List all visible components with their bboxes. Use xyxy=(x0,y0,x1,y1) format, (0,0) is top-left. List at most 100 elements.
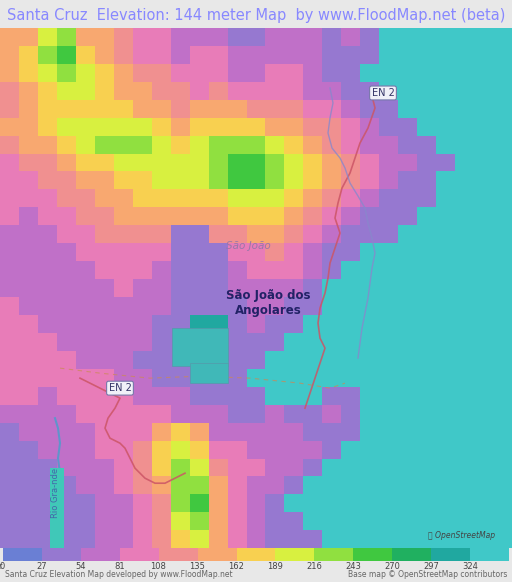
Bar xyxy=(246,46,266,64)
Bar xyxy=(304,387,323,404)
Bar xyxy=(379,154,398,172)
Bar xyxy=(133,64,152,81)
Bar xyxy=(19,404,38,423)
Bar xyxy=(19,423,38,441)
Bar xyxy=(342,100,360,118)
Bar xyxy=(266,189,285,207)
Bar xyxy=(76,243,95,261)
Bar xyxy=(246,333,266,351)
Bar xyxy=(133,297,152,315)
Bar xyxy=(114,441,133,459)
Bar xyxy=(360,495,379,512)
Bar xyxy=(19,243,38,261)
Bar xyxy=(133,207,152,225)
Bar xyxy=(493,225,512,243)
Bar xyxy=(323,225,342,243)
Bar xyxy=(95,261,114,279)
Bar xyxy=(133,172,152,189)
Bar xyxy=(417,28,436,46)
Bar xyxy=(379,207,398,225)
Bar xyxy=(189,261,208,279)
Bar xyxy=(417,315,436,333)
Bar xyxy=(493,333,512,351)
Bar xyxy=(57,136,76,154)
Bar xyxy=(227,315,246,333)
Bar xyxy=(227,118,246,136)
Bar xyxy=(342,243,360,261)
Bar xyxy=(474,118,493,136)
Bar xyxy=(323,279,342,297)
Bar xyxy=(266,64,285,81)
Bar xyxy=(304,477,323,495)
Bar xyxy=(474,459,493,477)
Bar xyxy=(189,81,208,100)
Bar xyxy=(57,118,76,136)
Bar xyxy=(436,64,455,81)
Bar xyxy=(208,189,227,207)
Bar xyxy=(493,207,512,225)
Bar xyxy=(95,207,114,225)
Bar xyxy=(133,100,152,118)
Bar xyxy=(455,28,474,46)
Bar xyxy=(19,387,38,404)
Bar xyxy=(493,423,512,441)
Bar xyxy=(170,243,189,261)
Bar xyxy=(76,154,95,172)
Bar xyxy=(152,333,170,351)
Bar xyxy=(379,477,398,495)
Bar xyxy=(342,512,360,530)
Bar xyxy=(474,297,493,315)
Bar xyxy=(208,512,227,530)
Bar xyxy=(152,100,170,118)
Bar xyxy=(379,423,398,441)
Bar xyxy=(436,28,455,46)
Bar xyxy=(189,512,208,530)
Bar xyxy=(379,46,398,64)
Bar xyxy=(323,100,342,118)
Bar xyxy=(57,495,76,512)
Bar xyxy=(170,189,189,207)
Bar xyxy=(172,328,228,366)
Text: EN 2: EN 2 xyxy=(372,88,394,98)
Bar xyxy=(342,136,360,154)
Bar xyxy=(398,404,417,423)
Bar xyxy=(246,423,266,441)
Bar xyxy=(57,404,76,423)
Bar xyxy=(493,495,512,512)
Bar xyxy=(398,154,417,172)
Bar xyxy=(493,477,512,495)
Bar xyxy=(455,423,474,441)
Bar xyxy=(19,459,38,477)
Bar xyxy=(57,387,76,404)
Bar xyxy=(114,459,133,477)
Bar xyxy=(436,297,455,315)
Bar xyxy=(0,81,19,100)
Bar xyxy=(208,333,227,351)
Text: 162: 162 xyxy=(228,562,244,571)
Bar xyxy=(360,404,379,423)
Bar xyxy=(436,136,455,154)
Bar xyxy=(436,477,455,495)
Bar xyxy=(342,423,360,441)
Bar xyxy=(227,189,246,207)
Bar xyxy=(455,225,474,243)
Bar xyxy=(360,28,379,46)
Bar xyxy=(342,351,360,369)
Bar xyxy=(360,118,379,136)
Bar xyxy=(360,423,379,441)
Bar xyxy=(455,351,474,369)
Bar xyxy=(57,154,76,172)
Bar xyxy=(114,81,133,100)
Bar xyxy=(38,477,57,495)
Bar xyxy=(57,100,76,118)
Bar xyxy=(152,297,170,315)
Bar xyxy=(19,64,38,81)
Bar xyxy=(266,154,285,172)
Bar xyxy=(152,28,170,46)
Bar xyxy=(398,477,417,495)
Bar xyxy=(227,459,246,477)
Bar xyxy=(189,333,208,351)
Bar xyxy=(0,351,19,369)
Bar xyxy=(133,225,152,243)
Bar xyxy=(152,423,170,441)
